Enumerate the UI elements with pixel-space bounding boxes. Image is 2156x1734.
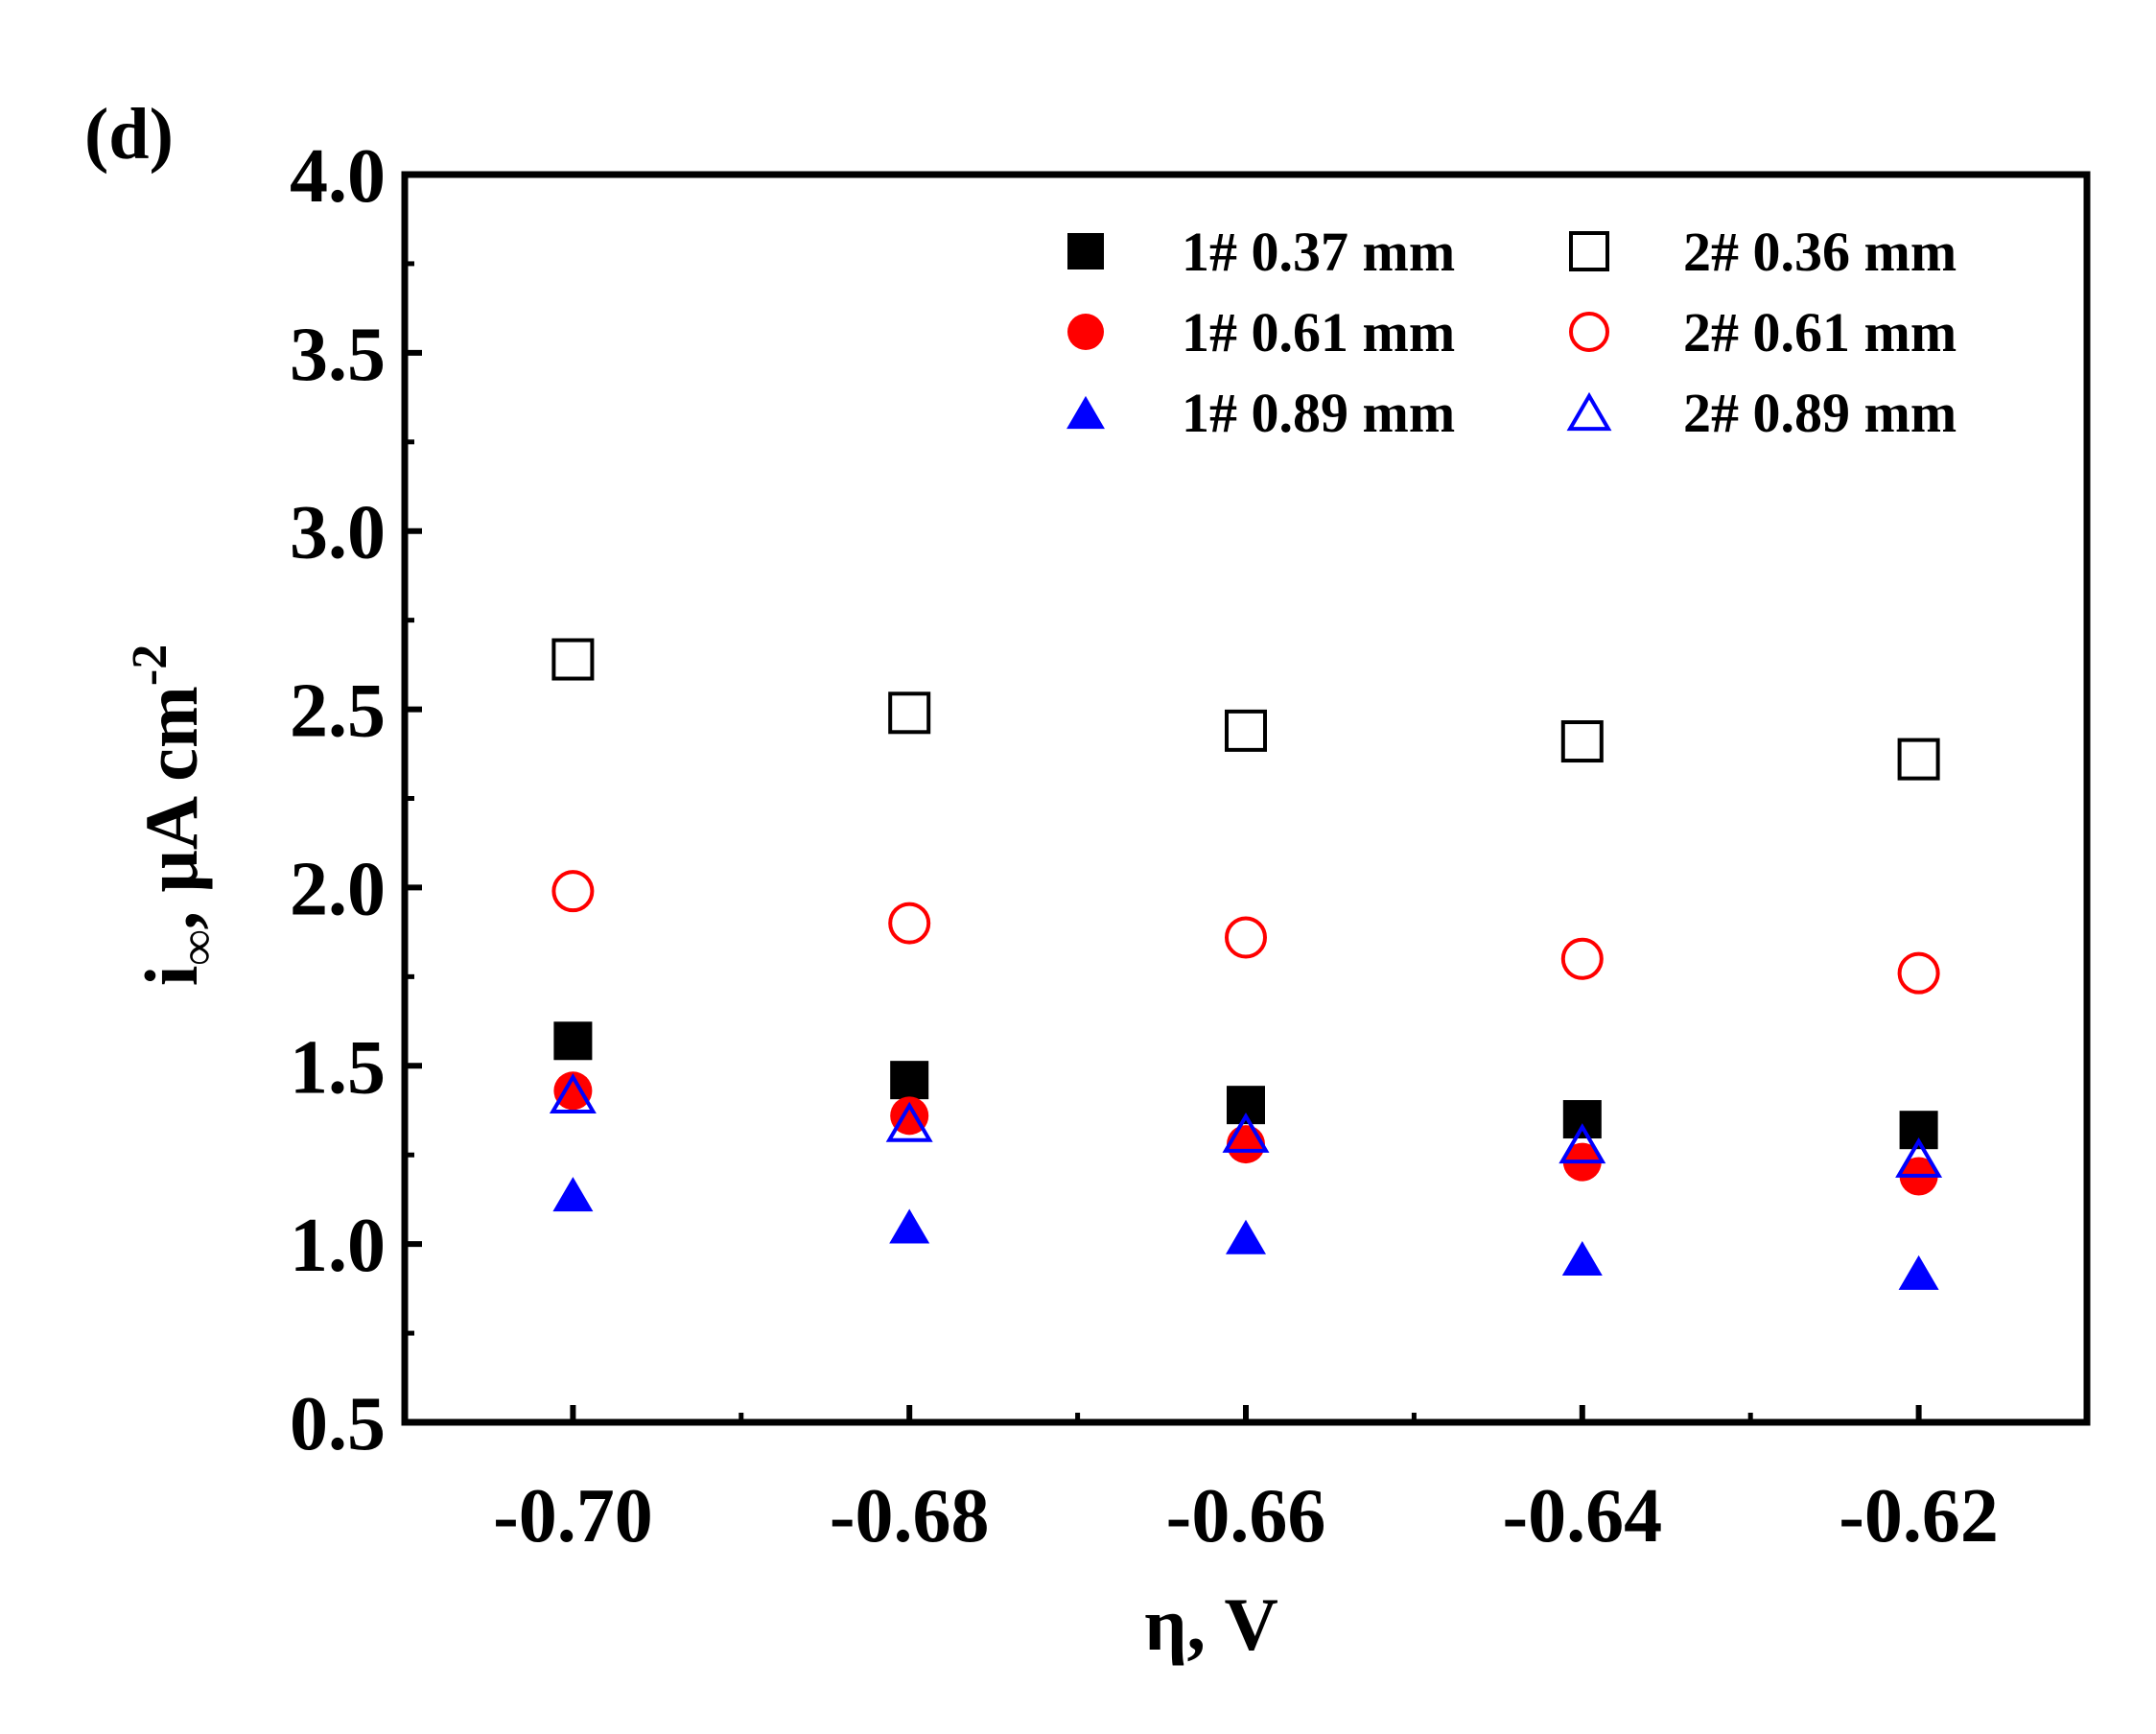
data-point-2-0-61-mm: [888, 902, 931, 945]
legend-marker: [1066, 395, 1105, 430]
data-point-1-0-61-mm: [1227, 1125, 1265, 1164]
legend-marker: [1067, 233, 1104, 269]
legend-label: 2# 0.89 mm: [1683, 382, 1957, 444]
data-point-2-0-89-mm: [885, 1101, 933, 1142]
legend-marker: [1569, 231, 1609, 271]
data-point-2-0-89-mm: [1558, 1123, 1606, 1164]
x-axis-label: η, V: [1144, 1582, 1278, 1666]
legend: 1# 0.37 mm 1# 0.61 mm 1# 0.89 mm 2# 0.36 mm…: [1066, 221, 1957, 444]
data-point-2-0-36-mm: [1225, 709, 1267, 752]
data-point-2-0-36-mm: [551, 638, 595, 681]
legend-label: 1# 0.89 mm: [1182, 382, 1455, 444]
data-point-1-0-37-mm: [1562, 1100, 1602, 1139]
data-point-2-0-61-mm: [1560, 937, 1604, 980]
y-axis-label-main: i: [129, 966, 213, 987]
data-point-1-0-37-mm: [553, 1021, 593, 1061]
x-tick-label: -0.62: [1839, 1474, 1999, 1558]
data-point-2-0-89-mm: [1222, 1112, 1270, 1153]
y-axis-label-subscript: ∞: [171, 929, 225, 965]
legend-label: 1# 0.37 mm: [1182, 221, 1455, 283]
data-point-2-0-36-mm: [888, 691, 931, 735]
x-tick-label: -0.70: [493, 1474, 653, 1558]
ticks-layer: 0.5 1.0 1.5 2.0 2.5 3.0 3.5 4.0 -0.70 -0.68 -0.66 -…: [290, 134, 2090, 1558]
panel-label: (d): [84, 94, 174, 175]
data-point-2-0-36-mm: [1897, 738, 1940, 781]
legend-marker: [1569, 312, 1609, 352]
x-tick-label: -0.64: [1502, 1474, 1662, 1558]
y-tick-label: 1.5: [290, 1025, 386, 1110]
points-layer: [549, 638, 1943, 1290]
y-tick-label: 2.5: [290, 669, 386, 754]
data-point-2-0-89-mm: [1895, 1136, 1943, 1178]
data-point-1-0-89-mm: [1898, 1254, 1939, 1290]
data-point-2-0-61-mm: [1225, 916, 1267, 959]
y-tick-label: 0.5: [290, 1382, 386, 1466]
legend-marker: [1566, 391, 1612, 432]
data-point-1-0-89-mm: [889, 1208, 930, 1244]
x-tick-label: -0.66: [1166, 1474, 1326, 1558]
y-axis-label-superscript: -2: [123, 644, 177, 686]
data-point-2-0-89-mm: [549, 1073, 597, 1114]
data-point-2-0-36-mm: [1560, 720, 1604, 763]
legend-marker: [1067, 314, 1104, 350]
legend-label: 1# 0.61 mm: [1182, 301, 1455, 363]
y-tick-label: 3.0: [290, 491, 386, 575]
data-point-1-0-89-mm: [1561, 1241, 1603, 1277]
legend-label: 2# 0.61 mm: [1683, 301, 1957, 363]
data-point-1-0-37-mm: [890, 1061, 929, 1100]
y-tick-label: 4.0: [290, 134, 386, 219]
legend-label: 2# 0.36 mm: [1683, 221, 1957, 283]
data-point-1-0-89-mm: [1226, 1219, 1266, 1254]
data-point-1-0-89-mm: [552, 1177, 594, 1212]
x-tick-label: -0.68: [830, 1474, 990, 1558]
data-point-2-0-61-mm: [1897, 951, 1940, 995]
y-axis-label: i∞, μA cm-2: [123, 644, 225, 986]
data-point-2-0-61-mm: [551, 870, 595, 913]
y-axis-label-units: , μA cm: [129, 686, 213, 929]
y-tick-label: 3.5: [290, 313, 386, 397]
data-point-1-0-61-mm: [553, 1071, 593, 1111]
y-tick-label: 1.0: [290, 1204, 386, 1288]
y-tick-label: 2.0: [290, 847, 386, 931]
